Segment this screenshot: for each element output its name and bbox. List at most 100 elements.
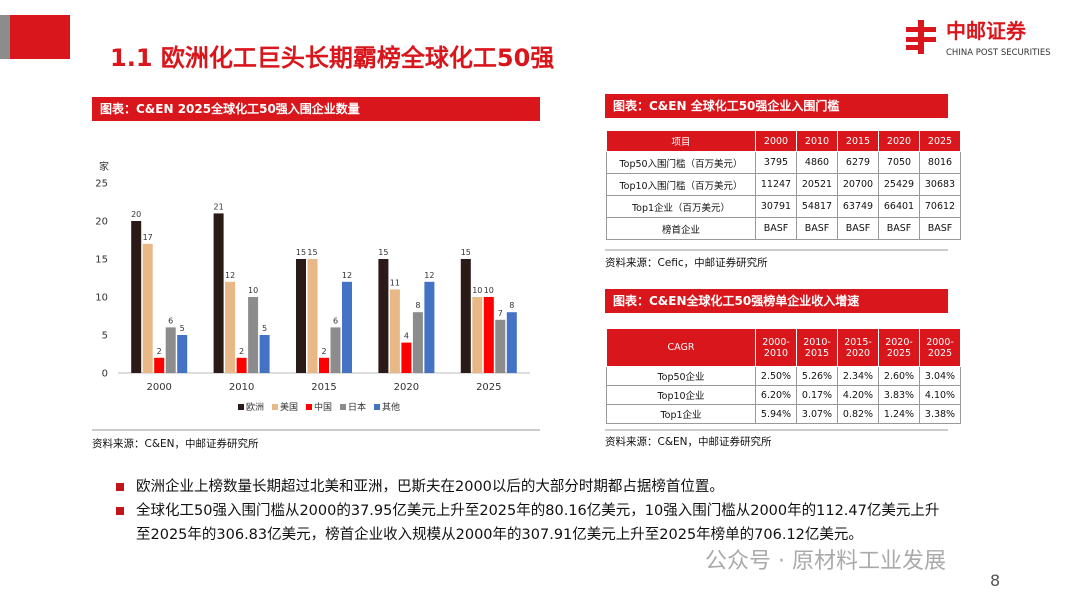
data-label: 5 (262, 324, 267, 333)
data-label: 12 (342, 271, 352, 280)
table-cell: 70612 (919, 195, 961, 218)
table-cell: 1.24% (878, 404, 920, 424)
table-cell: 25429 (878, 173, 920, 196)
table-row: Top10入围门槛（百万美元） 11247 20521 20700 25429 30683 (606, 173, 961, 196)
table-cell: 20521 (796, 173, 838, 196)
bar (225, 281, 236, 373)
y-axis-label: 家 (99, 160, 109, 173)
chart-title: 图表：C&EN 2025全球化工50强入围企业数量 (92, 97, 540, 121)
table-cell: 2000 (755, 130, 797, 152)
data-label: 12 (424, 271, 434, 280)
table-cell: 2020 (878, 130, 920, 152)
data-label: 2 (321, 347, 326, 356)
bar (460, 259, 471, 373)
table-cell: 2000-2010 (755, 328, 797, 367)
table-cell: 2.60% (878, 366, 920, 386)
bar (248, 297, 259, 373)
data-label: 5 (180, 324, 185, 333)
data-label: 21 (214, 202, 224, 211)
legend-label: 中国 (314, 401, 332, 413)
table-cell: 2015 (837, 130, 879, 152)
bullet: 欧洲企业上榜数量长期超过北美和亚洲，巴斯夫在2000以后的大部分时期都占据榜首位… (112, 475, 952, 499)
data-label: 15 (378, 248, 388, 257)
bullet-list: 欧洲企业上榜数量长期超过北美和亚洲，巴斯夫在2000以后的大部分时期都占据榜首位… (112, 475, 952, 547)
y-tick-label: 20 (95, 217, 108, 228)
slide-title: 1.1 欧洲化工巨头长期霸榜全球化工50强 (110, 44, 554, 72)
data-label: 15 (461, 248, 471, 257)
data-label: 6 (168, 316, 173, 325)
bar (401, 342, 412, 373)
table-row: Top50企业 2.50% 5.26% 2.34% 2.60% 3.04% (606, 366, 961, 386)
table-row: CAGR 2000-2010 2010-2015 2015-2020 2020-2025… (606, 328, 961, 367)
x-tick-label: 2025 (476, 382, 501, 393)
bar (412, 312, 423, 373)
table-cell: 项目 (606, 130, 756, 152)
x-tick-label: 2020 (394, 382, 419, 393)
table-cell: 54817 (796, 195, 838, 218)
table-cell: BASF (796, 217, 838, 240)
table-cell: 3.04% (919, 366, 961, 386)
table-row: Top50入围门槛（百万美元） 3795 4860 6279 7050 8016 (606, 151, 961, 174)
table-cell: 2010 (796, 130, 838, 152)
bar (506, 312, 517, 373)
table-cell: 66401 (878, 195, 920, 218)
table-cell: 6279 (837, 151, 879, 174)
bar (154, 357, 165, 373)
table-cell: 20700 (837, 173, 879, 196)
growth-table: CAGR 2000-2010 2010-2015 2015-2020 2020-2025… (606, 328, 961, 424)
y-tick-label: 10 (95, 293, 108, 304)
data-label: 17 (143, 233, 153, 242)
brand-en: CHINA POST SECURITIES (946, 48, 1051, 58)
table-cell: 3.38% (919, 404, 961, 424)
data-label: 11 (390, 278, 400, 287)
bar (319, 357, 329, 373)
data-label: 10 (484, 286, 494, 295)
table-cell: Top50入围门槛（百万美元） (606, 151, 756, 174)
page-number: 8 (990, 571, 1000, 590)
table-cell: 2025 (919, 130, 961, 152)
data-label: 20 (131, 210, 141, 219)
data-label: 10 (248, 286, 258, 295)
corner-decoration (0, 15, 10, 59)
table-cell: 4.10% (919, 385, 961, 405)
y-tick-label: 15 (95, 255, 108, 266)
table-cell: 7050 (878, 151, 920, 174)
bar (330, 327, 341, 373)
table-cell: 2015-2020 (837, 328, 879, 367)
bar (259, 335, 270, 373)
bar (342, 281, 352, 373)
watermark: 公众号 · 原材料工业发展 (705, 549, 946, 574)
x-tick-label: 2010 (229, 382, 254, 393)
data-label: 15 (307, 248, 317, 257)
table-row: Top1企业（百万美元） 30791 54817 63749 66401 70612 (606, 195, 961, 218)
table-cell: 8016 (919, 151, 961, 174)
data-label: 7 (498, 309, 503, 318)
table-source: 资料来源：Cefic，中邮证券研究所 (605, 257, 768, 269)
y-tick-label: 25 (95, 179, 108, 190)
corner-decoration (0, 15, 70, 59)
table-cell: 3.07% (796, 404, 838, 424)
legend-swatch (272, 404, 278, 410)
table-title: 图表：C&EN 全球化工50强企业入围门槛 (605, 94, 948, 118)
bar (236, 357, 247, 373)
table-cell: 0.82% (837, 404, 879, 424)
bar (424, 281, 435, 373)
bar (378, 259, 389, 373)
table-cell: BASF (878, 217, 920, 240)
bar (131, 221, 142, 373)
bullet: 全球化工50强入围门槛从2000的37.95亿美元上升至2025年的80.16亿… (112, 499, 952, 547)
legend-swatch (340, 404, 346, 410)
table-cell: 30683 (919, 173, 961, 196)
table-cell: Top1企业（百万美元） (606, 195, 756, 218)
table-cell: 4.20% (837, 385, 879, 405)
table-cell: 3795 (755, 151, 797, 174)
table-cell: Top50企业 (606, 366, 756, 386)
data-label: 8 (415, 301, 420, 310)
table-cell: 30791 (755, 195, 797, 218)
legend-swatch (238, 404, 244, 410)
bar (389, 289, 400, 373)
data-label: 8 (509, 301, 514, 310)
legend-label: 其他 (382, 401, 400, 413)
